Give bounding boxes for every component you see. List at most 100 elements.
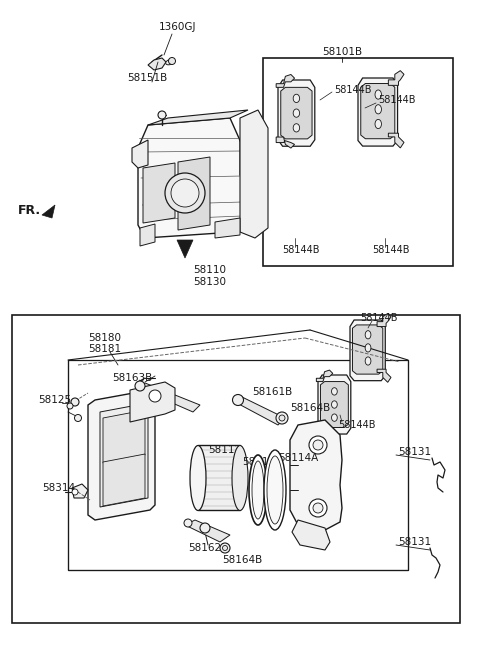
Ellipse shape [232, 445, 248, 511]
Polygon shape [138, 383, 200, 412]
Text: 58110: 58110 [193, 265, 226, 275]
Ellipse shape [293, 124, 300, 132]
Text: 58144B: 58144B [334, 85, 372, 95]
Text: 58130: 58130 [193, 277, 226, 287]
Text: 58131: 58131 [398, 447, 431, 457]
Polygon shape [215, 218, 240, 238]
Circle shape [67, 403, 73, 409]
Polygon shape [138, 118, 242, 238]
Ellipse shape [375, 90, 382, 99]
Polygon shape [72, 484, 88, 498]
Circle shape [171, 179, 199, 207]
Polygon shape [350, 320, 385, 381]
Circle shape [232, 394, 243, 405]
Polygon shape [278, 80, 315, 146]
Polygon shape [178, 157, 210, 230]
Ellipse shape [293, 109, 300, 117]
Polygon shape [148, 58, 166, 70]
Ellipse shape [375, 105, 382, 114]
Circle shape [200, 523, 210, 533]
Circle shape [72, 489, 78, 495]
Circle shape [313, 503, 323, 513]
Polygon shape [88, 390, 155, 520]
Ellipse shape [365, 357, 371, 365]
Circle shape [149, 390, 161, 402]
Polygon shape [292, 520, 330, 550]
Polygon shape [276, 137, 295, 148]
Ellipse shape [190, 445, 206, 511]
Text: 58180: 58180 [88, 333, 121, 343]
Text: 58181: 58181 [88, 344, 121, 354]
Ellipse shape [252, 461, 264, 519]
Polygon shape [361, 84, 395, 139]
Ellipse shape [166, 60, 174, 65]
Circle shape [71, 398, 79, 406]
Text: 58101B: 58101B [322, 47, 362, 57]
Polygon shape [148, 110, 248, 125]
Polygon shape [235, 397, 285, 425]
Circle shape [223, 545, 228, 551]
Text: 58144B: 58144B [372, 245, 409, 255]
Bar [12, 315, 460, 623]
Text: 58144B: 58144B [282, 245, 320, 255]
Text: 58144B: 58144B [378, 95, 416, 105]
Polygon shape [276, 75, 295, 88]
Circle shape [220, 543, 230, 553]
Polygon shape [281, 88, 312, 139]
Text: 58162B: 58162B [188, 543, 228, 553]
Circle shape [276, 412, 288, 424]
Polygon shape [103, 454, 145, 506]
Polygon shape [132, 140, 148, 168]
Polygon shape [240, 110, 268, 238]
Text: 58112: 58112 [208, 445, 241, 455]
Polygon shape [290, 420, 342, 530]
Ellipse shape [365, 344, 371, 352]
Text: 58131: 58131 [398, 537, 431, 547]
Polygon shape [388, 133, 404, 148]
Polygon shape [352, 325, 383, 374]
Text: FR.: FR. [18, 203, 41, 216]
Circle shape [309, 499, 327, 517]
Circle shape [165, 173, 205, 213]
Text: 1360GJ: 1360GJ [159, 22, 197, 32]
Polygon shape [318, 375, 351, 434]
Circle shape [74, 415, 82, 421]
Text: 58151B: 58151B [127, 73, 167, 83]
Polygon shape [198, 445, 240, 510]
Polygon shape [358, 78, 397, 146]
Polygon shape [185, 520, 230, 542]
Circle shape [158, 111, 166, 119]
Polygon shape [130, 382, 175, 422]
Text: 58144B: 58144B [338, 420, 375, 430]
Circle shape [309, 436, 327, 454]
Circle shape [168, 58, 176, 65]
Text: 58163B: 58163B [112, 373, 152, 383]
Ellipse shape [332, 401, 337, 408]
Ellipse shape [267, 456, 283, 524]
Polygon shape [143, 163, 175, 223]
Ellipse shape [375, 120, 382, 129]
Polygon shape [103, 410, 145, 463]
Polygon shape [100, 403, 148, 507]
Ellipse shape [365, 331, 371, 339]
Text: 58125: 58125 [38, 395, 71, 405]
Text: 58114A: 58114A [278, 453, 318, 463]
Polygon shape [388, 71, 404, 86]
Polygon shape [316, 426, 333, 436]
Text: 58314: 58314 [42, 483, 75, 493]
Ellipse shape [332, 388, 337, 395]
Ellipse shape [332, 414, 337, 421]
Polygon shape [316, 370, 333, 381]
Polygon shape [321, 381, 348, 428]
Ellipse shape [264, 450, 286, 530]
Circle shape [184, 519, 192, 527]
Text: 58164B: 58164B [222, 555, 262, 565]
Text: 58164B: 58164B [290, 403, 330, 413]
Polygon shape [177, 240, 193, 258]
Circle shape [135, 381, 145, 391]
Polygon shape [140, 224, 155, 246]
Polygon shape [377, 370, 391, 383]
Circle shape [313, 440, 323, 450]
Bar [68, 360, 408, 570]
Circle shape [279, 415, 285, 421]
